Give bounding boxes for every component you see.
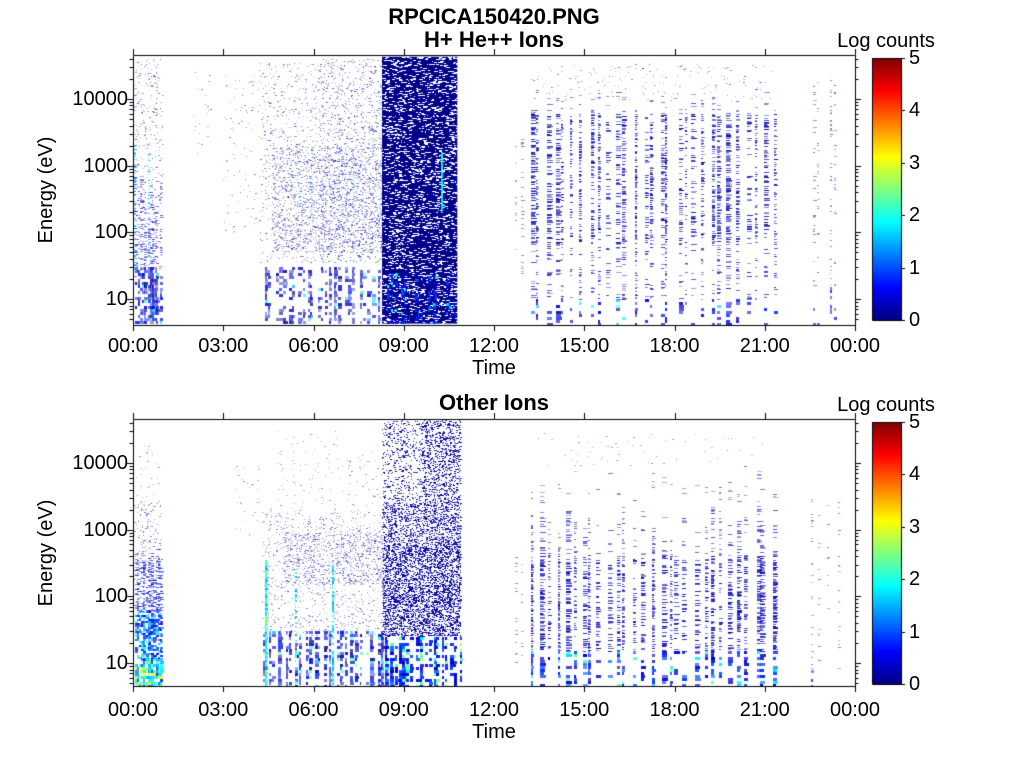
colorbar-tick-label: 5 [909, 47, 921, 69]
colorbar-tick-label: 2 [909, 568, 921, 590]
figure-title: RPCICA150420.PNG [388, 4, 600, 29]
y-tick-label: 100 [94, 221, 128, 243]
x-tick-label: 18:00 [649, 699, 700, 721]
x-tick-label: 06:00 [288, 699, 339, 721]
x-tick-label: 21:00 [739, 699, 790, 721]
x-axis-label-bottom: Time [472, 721, 516, 743]
x-tick-label: 09:00 [378, 335, 429, 357]
chart-title-h-he-ions: H+ He++ Ions [423, 27, 565, 52]
colorbar-tick-label: 1 [909, 621, 921, 643]
chart-title-other-ions: Other Ions [438, 390, 550, 415]
x-tick-label: 15:00 [559, 699, 610, 721]
y-tick-label: 1000 [83, 519, 129, 541]
x-axis-label-top: Time [472, 357, 516, 379]
y-tick-label: 10 [105, 652, 128, 674]
colorbar-label-bottom: Log counts [837, 394, 935, 416]
y-axis-label-top: Energy (eV) [35, 136, 57, 244]
x-tick-label: 03:00 [198, 335, 249, 357]
x-tick-label: 09:00 [378, 699, 429, 721]
y-tick-label: 10000 [72, 452, 128, 474]
colorbar-tick-label: 3 [909, 516, 921, 538]
x-tick-label: 00:00 [829, 335, 881, 357]
colorbar-label-top: Log counts [837, 30, 935, 52]
x-tick-label: 00:00 [107, 335, 159, 357]
x-tick-label: 06:00 [288, 335, 339, 357]
x-tick-label: 18:00 [649, 335, 700, 357]
y-tick-label: 10000 [72, 88, 128, 110]
y-tick-label: 10 [105, 288, 128, 310]
colorbar-tick-label: 4 [909, 99, 921, 121]
x-tick-label: 12:00 [468, 699, 520, 721]
y-axis-label-bottom: Energy (eV) [35, 499, 57, 607]
y-tick-label: 1000 [83, 155, 129, 177]
colorbar-tick-label: 1 [909, 257, 921, 279]
colorbar-tick-label: 3 [909, 152, 921, 174]
colorbar-tick-label: 0 [909, 673, 921, 695]
y-tick-label: 100 [94, 585, 128, 607]
x-tick-label: 00:00 [107, 699, 159, 721]
x-tick-label: 21:00 [739, 335, 790, 357]
x-tick-label: 03:00 [198, 699, 249, 721]
colorbar-tick-label: 4 [909, 463, 921, 485]
x-tick-label: 00:00 [829, 699, 881, 721]
x-tick-label: 15:00 [559, 335, 610, 357]
colorbar-tick-label: 5 [909, 411, 921, 433]
colorbar-tick-label: 0 [909, 309, 921, 331]
x-tick-label: 12:00 [468, 335, 520, 357]
colorbar-tick-label: 2 [909, 204, 921, 226]
